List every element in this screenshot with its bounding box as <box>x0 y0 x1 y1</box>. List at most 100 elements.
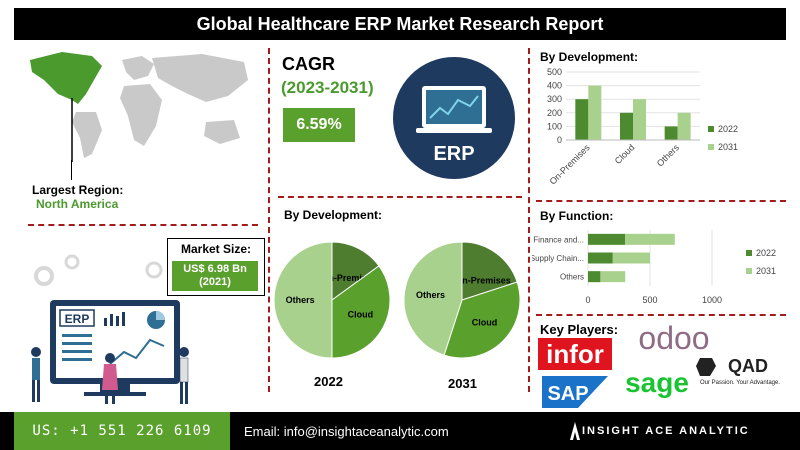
y-tick-label: 500 <box>547 67 562 77</box>
chart-title-function: By Function: <box>540 209 614 223</box>
svg-text:sage: sage <box>625 367 689 398</box>
qad-logo: QAD Our Passion. Your Advantage. <box>696 356 780 386</box>
pie-slice-label: On-Premises <box>321 273 377 283</box>
y-tick-label: Finance and... <box>533 235 584 244</box>
bar <box>600 271 626 283</box>
pie-slice <box>403 241 463 356</box>
y-tick-label: Others <box>560 273 584 282</box>
cagr-period: (2023-2031) <box>281 78 374 97</box>
legend-label: 2022 <box>756 248 776 258</box>
erp-badge-icon: ERP <box>393 57 515 179</box>
divider <box>28 224 258 226</box>
market-size-label: Market Size: <box>180 242 252 256</box>
pie-slice-label: Cloud <box>348 309 374 319</box>
svg-text:SAP: SAP <box>547 383 588 405</box>
map-australia <box>204 120 240 144</box>
bar <box>677 112 691 140</box>
svg-text:QAD: QAD <box>728 356 768 376</box>
pie-slice <box>331 241 380 301</box>
bar <box>664 126 678 140</box>
largest-region-value: North America <box>36 197 119 211</box>
largest-region-label: Largest Region: <box>32 183 124 197</box>
pie-chart-2031: On-Premises Cloud Others <box>403 241 521 359</box>
map-asia <box>152 54 248 102</box>
bar <box>588 233 626 245</box>
legend-swatch <box>708 144 714 150</box>
y-tick-label: 400 <box>547 81 562 91</box>
erp-illustration: ERP <box>31 254 189 404</box>
legend-swatch <box>746 268 752 274</box>
divider <box>268 48 270 392</box>
y-tick-label: 100 <box>547 121 562 131</box>
x-tick-label: 500 <box>642 295 657 305</box>
bar <box>633 99 646 140</box>
pie-caption-2031: 2031 <box>448 376 477 391</box>
legend-swatch <box>746 250 752 256</box>
pie-slice-label: Others <box>416 290 445 300</box>
svg-text:Our Passion. Your Advantage.: Our Passion. Your Advantage. <box>700 380 780 386</box>
pie-slice-label: Cloud <box>472 318 498 328</box>
map-europe <box>122 56 154 80</box>
page-title: Global Healthcare ERP Market Research Re… <box>14 8 786 40</box>
pie-slice-label: On-Premises <box>455 276 511 286</box>
person-left-icon <box>31 347 41 402</box>
y-tick-label: 200 <box>547 108 562 118</box>
bar <box>588 85 602 140</box>
bar <box>620 112 633 140</box>
divider <box>536 200 786 202</box>
market-size-value-box: US$ 6.98 Bn (2021) <box>172 261 258 291</box>
map-north-america <box>30 52 102 104</box>
cagr-label: CAGR <box>282 54 335 74</box>
pie-slice-label: Others <box>286 295 315 305</box>
map-africa <box>120 84 162 146</box>
pie-slice <box>461 241 518 301</box>
map-south-america <box>72 112 102 158</box>
pie-caption-2022: 2022 <box>314 374 343 389</box>
legend-label: 2022 <box>718 124 738 134</box>
bar <box>625 233 675 245</box>
divider <box>278 196 522 198</box>
person-middle-icon <box>102 353 118 404</box>
bar <box>588 271 601 283</box>
bar <box>612 252 650 264</box>
sage-logo: sage <box>625 367 689 398</box>
pie-slice <box>331 265 391 359</box>
key-players-label: Key Players: <box>540 322 619 337</box>
pie-section-title: By Development: <box>284 208 383 222</box>
chart-title-development: By Development: <box>540 50 639 64</box>
y-tick-label: Supply Chain... <box>532 254 584 263</box>
footer-phone: US: +1 551 226 6109 <box>14 412 230 450</box>
pie-chart-2022: On-Premises Cloud Others <box>273 241 391 359</box>
odoo-logo: odoo <box>638 322 709 356</box>
illustration-erp-text: ERP <box>65 312 90 326</box>
x-tick-label: On-Premises <box>548 142 593 187</box>
market-size-box: Market Size: US$ 6.98 Bn (2021) <box>167 238 265 296</box>
legend-label: 2031 <box>756 266 776 276</box>
bar <box>575 99 589 140</box>
infor-logo: infor <box>538 338 612 370</box>
x-tick-label: 1000 <box>702 295 722 305</box>
legend-label: 2031 <box>718 142 738 152</box>
world-map <box>30 52 248 162</box>
divider <box>536 314 786 316</box>
x-tick-label: Others <box>655 142 682 169</box>
svg-text:odoo: odoo <box>638 322 709 356</box>
cagr-value: 6.59% <box>283 108 355 142</box>
x-tick-label: Cloud <box>613 142 637 166</box>
pie-slice <box>273 241 333 359</box>
footer-brand: INSIGHT ACE ANALYTIC <box>582 425 750 437</box>
market-size-value: US$ 6.98 Bn <box>183 263 247 275</box>
y-tick-label: 0 <box>557 135 562 145</box>
erp-badge-text: ERP <box>433 143 474 165</box>
svg-text:infor: infor <box>546 339 604 369</box>
footer-email: Email: info@insightaceanalytic.com <box>244 423 449 439</box>
brand-icon <box>570 422 580 440</box>
legend-swatch <box>708 126 714 132</box>
function-bar-chart: 0 500 1000 Finance and... Supply Chain... Oth… <box>532 230 776 305</box>
person-right-icon <box>179 347 189 404</box>
divider <box>528 48 530 392</box>
pie-slice <box>443 281 521 359</box>
bar <box>588 252 613 264</box>
sap-logo: SAP <box>542 376 608 408</box>
development-bar-chart: 0 100 200 300 400 500 On-Premises Cloud Others 20… <box>547 67 738 187</box>
